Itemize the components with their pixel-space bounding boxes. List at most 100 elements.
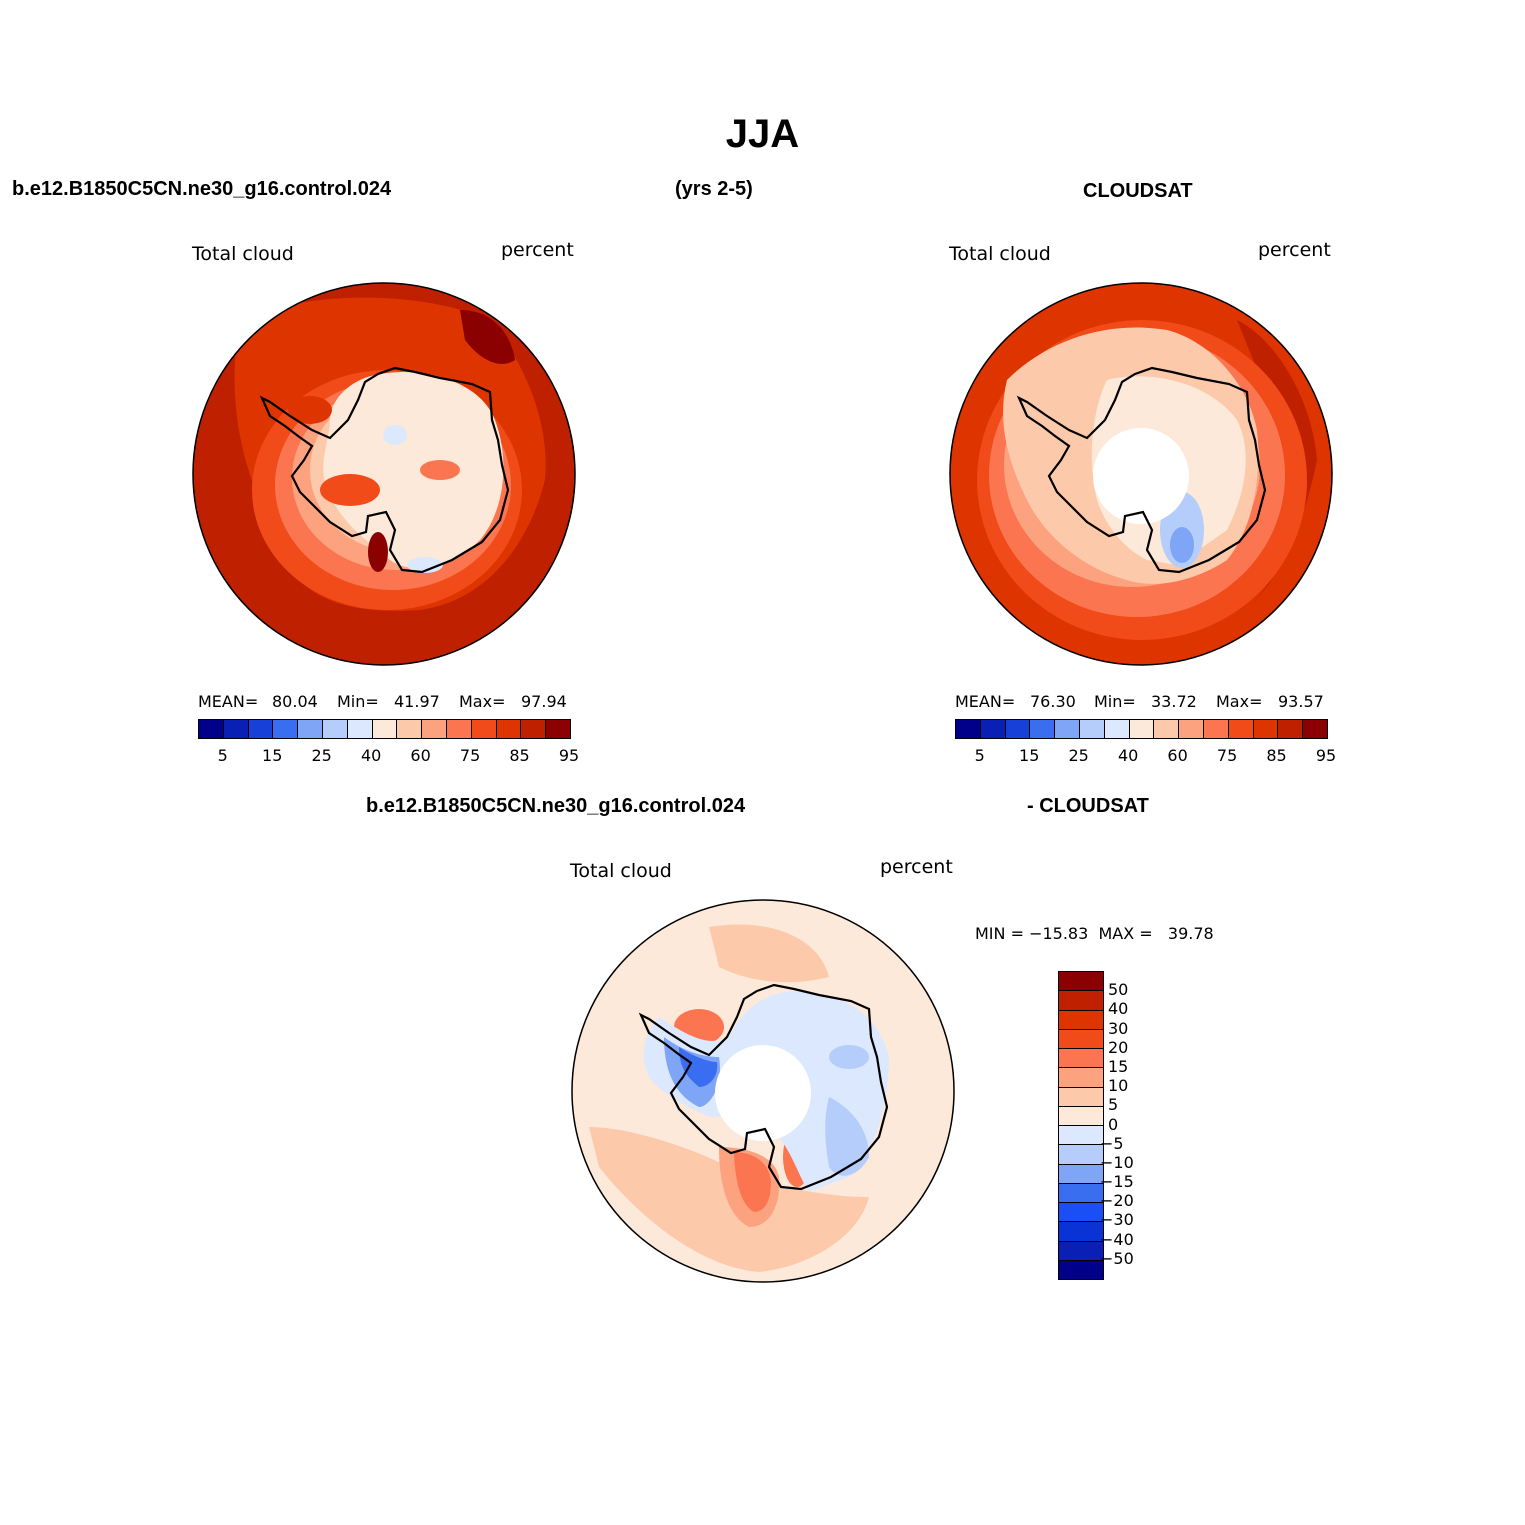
model-mean-label: MEAN= — [198, 692, 259, 711]
obs-min-label: Min= — [1094, 692, 1136, 711]
colorbar-tick-label: 40 — [1108, 999, 1129, 1019]
obs-mean-value: 76.30 — [1030, 692, 1076, 711]
colorbar-swatch — [1059, 1222, 1103, 1242]
colorbar-swatch — [1059, 1241, 1103, 1261]
obs-colorbar-ticks: 5 15 25 40 60 75 85 95 — [955, 746, 1337, 766]
colorbar-tick-label: 15 — [262, 746, 283, 765]
colorbar-swatch — [980, 720, 1006, 738]
colorbar-swatch — [496, 720, 522, 738]
obs-mean-label: MEAN= — [955, 692, 1016, 711]
model-polar-map — [192, 282, 576, 666]
colorbar-tick-label: 30 — [1108, 1018, 1129, 1038]
model-min-value: 41.97 — [394, 692, 440, 711]
model-max-label: Max= — [459, 692, 506, 711]
colorbar-tick-label: 5 — [217, 746, 228, 765]
colorbar-tick-label: −20 — [1100, 1191, 1134, 1211]
colorbar-swatch — [1059, 1106, 1103, 1126]
colorbar-tick-label: 15 — [1108, 1056, 1129, 1076]
diff-minus-title: - CLOUDSAT — [1027, 795, 1149, 817]
colorbar-swatch — [1278, 720, 1304, 738]
model-var-label: Total cloud — [192, 243, 294, 265]
colorbar-tick-label: 95 — [558, 746, 580, 765]
colorbar-tick-label: 40 — [1117, 746, 1139, 765]
colorbar-tick-label: 15 — [1019, 746, 1040, 765]
colorbar-tick-label: 20 — [1108, 1037, 1129, 1057]
colorbar-tick-label: 5 — [1108, 1095, 1119, 1115]
obs-var-label: Total cloud — [949, 243, 1051, 265]
colorbar-swatch — [1079, 720, 1105, 738]
colorbar-swatch — [322, 720, 348, 738]
colorbar-swatch — [223, 720, 249, 738]
colorbar-tick-label: 5 — [974, 746, 985, 765]
colorbar-swatch — [372, 720, 398, 738]
colorbar-swatch — [1030, 720, 1056, 738]
colorbar-swatch — [422, 720, 447, 738]
page-title: JJA — [725, 112, 800, 156]
model-max-value: 97.94 — [521, 692, 567, 711]
years-label: (yrs 2-5) — [675, 178, 753, 200]
diff-var-label: Total cloud — [570, 860, 672, 882]
colorbar-swatch — [471, 720, 497, 738]
colorbar-tick-label: 0 — [1108, 1114, 1119, 1134]
colorbar-swatch — [298, 720, 323, 738]
colorbar-tick-label: −30 — [1100, 1210, 1134, 1230]
colorbar-swatch — [1059, 1029, 1103, 1049]
colorbar-swatch — [1059, 1049, 1103, 1069]
colorbar-tick-label: 60 — [1167, 746, 1188, 765]
colorbar-tick-label: 25 — [1068, 746, 1089, 765]
colorbar-tick-label: −15 — [1100, 1172, 1134, 1192]
diff-polar-map — [571, 899, 955, 1283]
colorbar-tick-label: 75 — [1216, 746, 1238, 765]
diff-colorbar — [1058, 971, 1104, 1280]
colorbar-swatch — [1104, 720, 1130, 738]
colorbar-swatch — [1059, 1183, 1103, 1203]
colorbar-swatch — [1059, 1260, 1103, 1279]
colorbar-tick-label: −10 — [1100, 1152, 1134, 1172]
colorbar-swatch — [1203, 720, 1229, 738]
colorbar-tick-label: 25 — [311, 746, 332, 765]
obs-source-title: CLOUDSAT — [1083, 180, 1193, 202]
model-mean-value: 80.04 — [272, 692, 318, 711]
obs-units-label: percent — [1258, 239, 1331, 261]
model-min-label: Min= — [337, 692, 379, 711]
colorbar-swatch — [1059, 991, 1103, 1011]
diff-colorbar-ticks: 50 40 30 20 15 10 5 0 −5 −10 −15 −20 −30 −40 −50 — [1100, 971, 1168, 1278]
colorbar-swatch — [1059, 1010, 1103, 1030]
colorbar-swatch — [1059, 1203, 1103, 1223]
obs-polar-map — [949, 282, 1333, 666]
diff-units-label: percent — [880, 856, 953, 878]
colorbar-swatch — [273, 720, 299, 738]
colorbar-tick-label: −50 — [1100, 1248, 1134, 1268]
colorbar-tick-label: −40 — [1100, 1229, 1134, 1249]
diff-minmax-label: MIN = −15.83 MAX = 39.78 — [975, 924, 1214, 943]
model-colorbar-ticks: 5 15 25 40 60 75 85 95 — [198, 746, 580, 766]
colorbar-tick-label: −5 — [1100, 1133, 1124, 1153]
colorbar-tick-label: 85 — [1266, 746, 1287, 765]
colorbar-swatch — [248, 720, 274, 738]
colorbar-swatch — [1055, 720, 1080, 738]
colorbar-tick-label: 85 — [509, 746, 530, 765]
colorbar-swatch — [1154, 720, 1180, 738]
colorbar-swatch — [1129, 720, 1155, 738]
obs-max-label: Max= — [1216, 692, 1263, 711]
colorbar-tick-label: 50 — [1108, 980, 1129, 1000]
model-units-label: percent — [501, 239, 574, 261]
colorbar-swatch — [397, 720, 423, 738]
obs-max-value: 93.57 — [1278, 692, 1324, 711]
colorbar-swatch — [1005, 720, 1031, 738]
colorbar-tick-label: 95 — [1315, 746, 1337, 765]
obs-colorbar — [955, 719, 1328, 739]
colorbar-swatch — [1179, 720, 1204, 738]
colorbar-swatch — [546, 720, 570, 738]
colorbar-swatch — [1059, 1164, 1103, 1184]
colorbar-swatch — [1059, 1068, 1103, 1088]
colorbar-tick-label: 40 — [360, 746, 382, 765]
colorbar-swatch — [1059, 1145, 1103, 1165]
colorbar-swatch — [347, 720, 373, 738]
colorbar-swatch — [1228, 720, 1254, 738]
colorbar-swatch — [1059, 1087, 1103, 1107]
model-colorbar — [198, 719, 571, 739]
colorbar-swatch — [199, 720, 224, 738]
colorbar-swatch — [1303, 720, 1327, 738]
colorbar-swatch — [446, 720, 472, 738]
